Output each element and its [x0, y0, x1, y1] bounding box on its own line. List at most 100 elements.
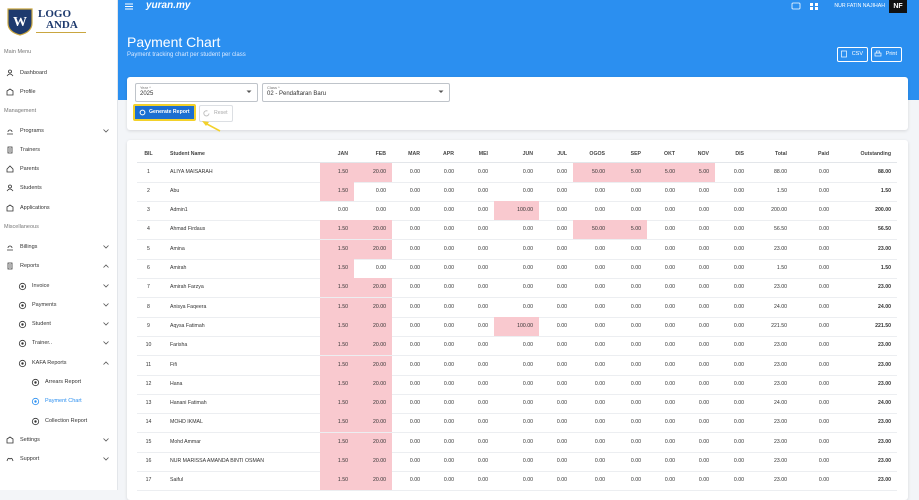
menu-item[interactable]: Students — [0, 180, 116, 196]
column-header: MEI — [478, 151, 488, 157]
table-cell: Anisya Faqeera — [170, 303, 207, 310]
table-cell: 1.50 — [337, 322, 348, 329]
table-cell: 0.00 — [664, 322, 675, 329]
table-cell: 0.00 — [477, 245, 488, 252]
table-cell: 0.00 — [443, 207, 454, 214]
table-cell: 0.00 — [443, 226, 454, 233]
field-label: Class * — [267, 85, 280, 90]
menu-item[interactable]: Billings — [0, 239, 116, 255]
table-cell: 23.00 — [774, 477, 787, 484]
csv-button[interactable]: CSV — [837, 47, 868, 62]
menu-item[interactable]: Payment Chart — [0, 393, 116, 409]
table-cell: 0.00 — [522, 245, 533, 252]
table-cell: 0.00 — [630, 265, 641, 271]
menu-label: Settings — [20, 437, 40, 443]
menu-item[interactable]: Applications — [0, 200, 116, 216]
menu-item[interactable]: Invoice — [0, 278, 116, 294]
chevron — [103, 361, 109, 365]
table-cell: 20.00 — [373, 438, 386, 445]
menu-item[interactable]: Parents — [0, 161, 116, 177]
table-cell: 0.00 — [664, 284, 675, 291]
table-cell: 0.00 — [522, 419, 533, 426]
menu-item[interactable]: Collection Report — [0, 413, 116, 429]
table-cell: 0.00 — [818, 265, 829, 271]
table-cell: 8 — [147, 303, 150, 310]
year-select[interactable]: Year * 2025 — [135, 83, 258, 102]
menu-item[interactable]: Arrears Report — [0, 374, 116, 390]
table-cell: 23.00 — [774, 361, 787, 368]
chat-icon[interactable] — [791, 2, 801, 11]
menu-button[interactable] — [124, 2, 134, 11]
column-header: Paid — [818, 151, 829, 157]
menu-item[interactable]: Trainer.. — [0, 335, 116, 351]
table-cell: 0.00 — [594, 303, 605, 310]
menu-item[interactable]: Settings — [0, 432, 116, 448]
table-cell: 0.00 — [443, 168, 454, 175]
table-cell: 23.00 — [774, 458, 787, 464]
menu-item[interactable]: Trainers — [0, 142, 116, 158]
generate-report-button[interactable]: Generate Report — [133, 104, 196, 121]
table-cell: 0.00 — [409, 226, 420, 233]
menu-icon — [6, 436, 14, 444]
class-select[interactable]: Class * 02 - Pendaftaran Baru — [262, 83, 450, 102]
table-cell: 0.00 — [477, 303, 488, 310]
print-button[interactable]: Print — [871, 47, 902, 62]
paid-highlight — [611, 220, 647, 240]
table-cell: 0.00 — [409, 438, 420, 445]
table-cell: 0.00 — [409, 419, 420, 426]
paid-highlight — [320, 394, 354, 414]
table-cell: 0.00 — [594, 477, 605, 484]
menu-item[interactable]: Profile — [0, 84, 116, 100]
menu-item[interactable]: KAFA Reports — [0, 355, 116, 371]
table-cell: Ahmad Firdaus — [170, 226, 206, 233]
paid-highlight — [320, 220, 354, 240]
menu-item[interactable]: Support — [0, 451, 116, 467]
grid-icon[interactable] — [809, 2, 819, 11]
menu-item[interactable]: Reports — [0, 258, 116, 274]
table-cell: 1.50 — [880, 187, 891, 194]
table-cell: 0.00 — [594, 438, 605, 445]
table-cell: 88.00 — [774, 168, 787, 175]
table-cell: 23.00 — [774, 245, 787, 252]
table-cell: 0.00 — [522, 265, 533, 271]
paid-highlight — [320, 316, 354, 336]
table-cell: 23.00 — [774, 342, 787, 349]
table-cell: 0.00 — [522, 303, 533, 310]
table-cell: 23.00 — [878, 284, 891, 291]
table-cell: Admin1 — [170, 207, 188, 214]
paid-highlight — [647, 162, 681, 182]
paid-highlight — [573, 220, 611, 240]
table-cell: 0.00 — [409, 477, 420, 484]
table-cell: 0.00 — [594, 187, 605, 194]
chevron — [103, 129, 109, 133]
menu-item[interactable]: Student — [0, 316, 116, 332]
user-avatar[interactable]: NF — [889, 0, 907, 13]
table-cell: 0.00 — [818, 477, 829, 484]
menu-label: Trainers — [20, 147, 40, 153]
table-cell: 0.00 — [818, 380, 829, 387]
chevron — [103, 438, 109, 442]
table-cell: 0.00 — [630, 438, 641, 445]
table-cell: 23.00 — [774, 380, 787, 387]
table-cell: 0.00 — [664, 438, 675, 445]
menu-item[interactable]: Programs — [0, 123, 116, 139]
table-cell: 0.00 — [818, 245, 829, 252]
table-cell: 0.00 — [477, 187, 488, 194]
header-divider — [137, 162, 897, 163]
menu-icon — [18, 339, 27, 348]
table-cell: 0.00 — [409, 303, 420, 310]
menu-item[interactable]: Dashboard — [0, 65, 116, 81]
table-cell: 0.00 — [630, 187, 641, 194]
table-cell: 5.00 — [630, 226, 641, 233]
table-cell: 0.00 — [409, 458, 420, 464]
column-header: NOV — [697, 151, 709, 157]
table-cell: 0.00 — [594, 400, 605, 407]
table-cell: Abu — [170, 187, 180, 194]
menu-item[interactable]: Payments — [0, 297, 116, 313]
user-name[interactable]: NUR FATIN NAJIHAH — [834, 3, 885, 9]
table-cell: 0.00 — [409, 207, 420, 214]
table-cell: 0.00 — [522, 284, 533, 291]
reset-button[interactable]: Reset — [199, 105, 233, 122]
table-cell: 0.00 — [698, 245, 709, 252]
